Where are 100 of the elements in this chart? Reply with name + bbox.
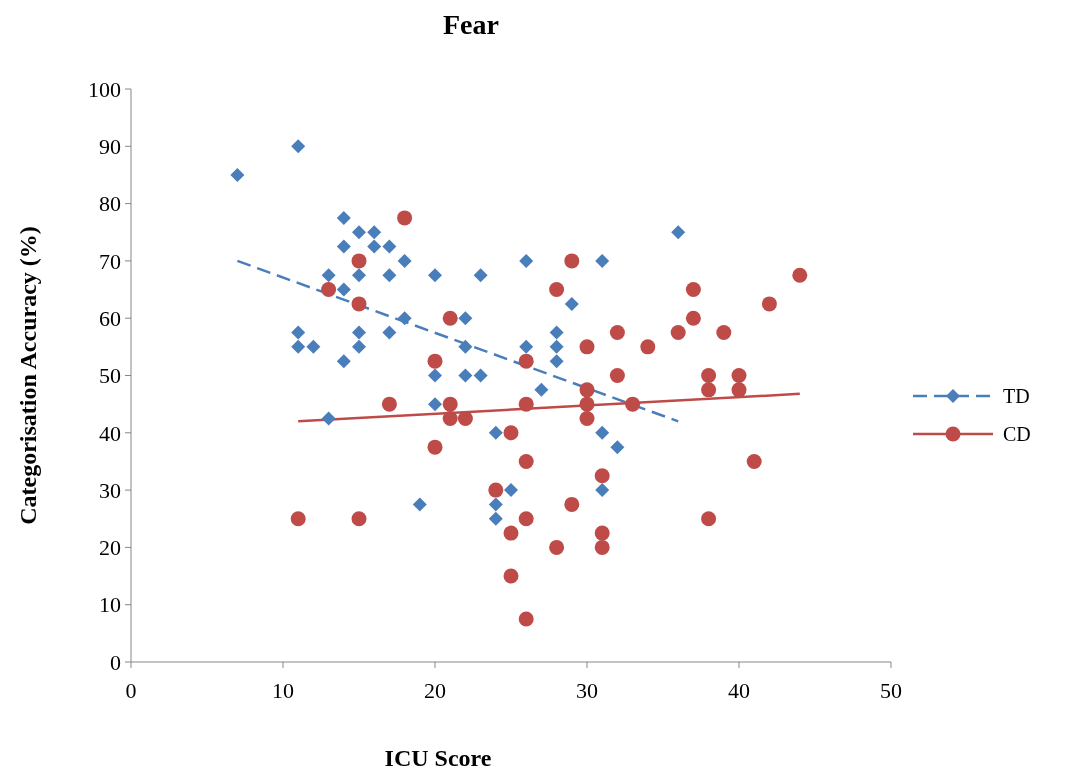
point: [290, 511, 306, 527]
point: [518, 611, 534, 627]
y-tick-label: 90: [99, 134, 121, 159]
point: [306, 339, 321, 354]
point: [731, 382, 747, 398]
point: [503, 425, 519, 441]
legend-label: TD: [1003, 385, 1030, 407]
point: [352, 268, 366, 283]
point: [579, 339, 595, 355]
point: [595, 253, 610, 268]
point: [579, 382, 595, 398]
legend-label: CD: [1003, 423, 1031, 445]
point: [761, 296, 777, 312]
point: [792, 267, 808, 283]
point: [352, 325, 366, 340]
point: [685, 282, 701, 298]
point: [671, 225, 686, 240]
point: [685, 310, 701, 326]
point: [549, 339, 564, 354]
point: [488, 425, 503, 440]
point: [321, 268, 336, 283]
point: [352, 225, 366, 240]
y-tick-label: 60: [99, 305, 121, 331]
point: [579, 396, 595, 412]
point: [579, 410, 595, 426]
point: [519, 339, 534, 354]
point: [594, 539, 610, 555]
point: [336, 210, 351, 225]
y-tick-label: 70: [99, 248, 121, 274]
x-axis-title: ICU Score: [384, 745, 492, 771]
point: [336, 239, 351, 254]
point: [488, 497, 503, 512]
point: [381, 396, 397, 412]
point: [442, 310, 458, 326]
x-tick-label: 40: [728, 678, 750, 703]
point: [640, 339, 656, 355]
point: [458, 311, 473, 326]
x-tick-label: 30: [576, 678, 598, 703]
point: [609, 368, 625, 383]
point: [473, 268, 488, 283]
point: [397, 253, 412, 268]
x-tick-label: 0: [125, 678, 137, 703]
point: [518, 396, 534, 412]
point: [518, 453, 534, 469]
point: [458, 339, 473, 354]
y-tick-label: 100: [88, 76, 121, 102]
point: [230, 167, 245, 182]
y-tick-label: 20: [99, 535, 121, 561]
x-tick-label: 10: [272, 678, 294, 703]
point: [367, 225, 382, 240]
point: [458, 368, 473, 383]
point: [625, 396, 641, 412]
y-tick-label: 50: [99, 363, 121, 389]
point: [336, 354, 351, 369]
point: [351, 296, 367, 312]
point: [428, 368, 442, 383]
point: [504, 483, 518, 498]
point: [291, 139, 306, 154]
point: [291, 325, 306, 340]
point: [503, 525, 519, 541]
point: [351, 511, 367, 527]
point: [397, 210, 413, 226]
point: [564, 296, 579, 311]
y-tick-label: 40: [99, 420, 121, 446]
point: [367, 239, 382, 254]
point: [352, 339, 366, 354]
point: [701, 382, 717, 398]
point: [382, 268, 397, 283]
point: [321, 411, 336, 426]
point: [549, 325, 564, 340]
point: [716, 325, 732, 341]
point: [595, 425, 610, 440]
point: [519, 253, 534, 268]
point: [382, 239, 397, 254]
y-tick-label: 10: [99, 592, 121, 618]
point: [731, 368, 747, 383]
point: [291, 339, 306, 354]
chart-title: Fear: [443, 9, 499, 40]
point: [549, 282, 565, 298]
point: [594, 468, 610, 484]
point: [488, 511, 503, 526]
point: [457, 410, 473, 426]
x-tick-label: 50: [880, 678, 902, 703]
point: [351, 253, 367, 269]
point: [428, 397, 442, 412]
point: [670, 325, 686, 341]
point: [321, 282, 337, 298]
point: [518, 353, 534, 369]
point: [549, 539, 565, 555]
point: [336, 282, 351, 297]
point: [549, 354, 564, 369]
y-tick-label: 30: [99, 477, 121, 503]
point: [518, 511, 534, 527]
point: [746, 453, 762, 469]
point: [564, 496, 580, 512]
point: [428, 268, 442, 283]
point: [473, 368, 488, 383]
point: [427, 439, 443, 455]
point: [442, 396, 458, 412]
point: [397, 311, 412, 326]
